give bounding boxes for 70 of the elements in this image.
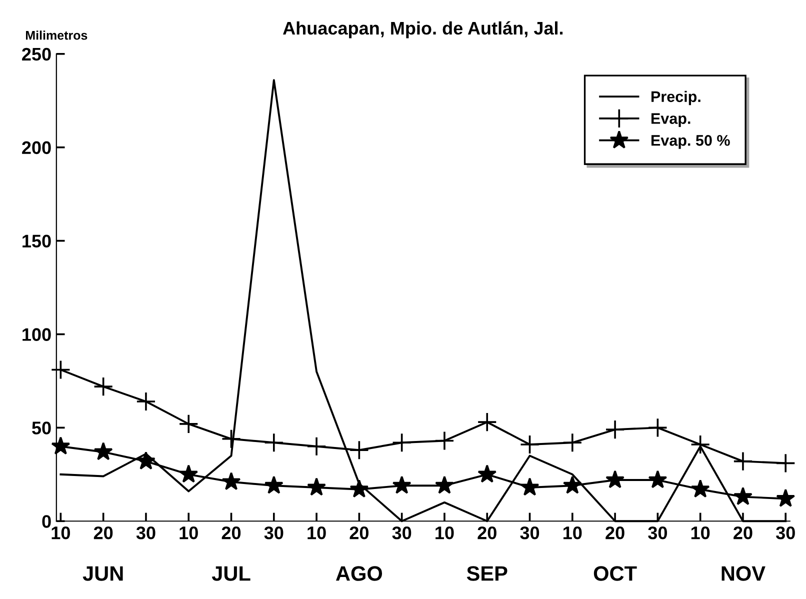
point bbox=[222, 472, 241, 490]
point bbox=[349, 440, 370, 460]
y-tick-label: 150 bbox=[22, 234, 51, 248]
x-tick-label: 20 bbox=[734, 526, 752, 540]
point bbox=[776, 453, 796, 474]
point bbox=[93, 376, 114, 397]
x-tick-label: 10 bbox=[52, 526, 70, 540]
y-axis-title: Milimetros bbox=[26, 30, 88, 40]
point bbox=[562, 476, 582, 494]
x-tick-label: 10 bbox=[308, 526, 326, 540]
point bbox=[392, 432, 412, 453]
point bbox=[520, 478, 540, 496]
point bbox=[434, 476, 454, 494]
y-tick-label: 250 bbox=[22, 48, 51, 61]
point bbox=[306, 436, 326, 456]
point bbox=[477, 412, 498, 432]
y-tick-label: 0 bbox=[42, 515, 51, 528]
point bbox=[221, 428, 242, 449]
point bbox=[776, 488, 796, 507]
x-tick-label: 30 bbox=[776, 526, 795, 540]
point bbox=[179, 464, 198, 483]
point bbox=[690, 479, 710, 498]
y-tick-label: 100 bbox=[22, 328, 51, 341]
point bbox=[690, 434, 710, 454]
legend-label: Precip. bbox=[651, 90, 700, 106]
x-tick-label: 30 bbox=[136, 526, 156, 540]
text: OCT bbox=[594, 566, 637, 581]
x-tick-label: 20 bbox=[350, 526, 368, 540]
x-tick-label: 10 bbox=[436, 526, 454, 540]
point bbox=[51, 436, 70, 455]
x-tick-label: 30 bbox=[392, 526, 412, 540]
legend-label: Evap. 50 % bbox=[651, 135, 730, 149]
y-tick-label: 200 bbox=[22, 141, 51, 154]
x-tick-label: 20 bbox=[94, 526, 113, 540]
point bbox=[50, 360, 71, 380]
point bbox=[520, 434, 540, 454]
text: NOV bbox=[722, 566, 766, 581]
x-tick-label: 20 bbox=[222, 526, 241, 540]
point bbox=[350, 479, 369, 498]
point bbox=[434, 430, 454, 451]
legend-label: Evap. bbox=[651, 113, 690, 127]
point bbox=[264, 432, 284, 453]
x-tick-label: 20 bbox=[478, 526, 496, 540]
point bbox=[178, 414, 199, 434]
point bbox=[648, 418, 668, 438]
text: AGO bbox=[336, 566, 382, 581]
x-tick-label: 30 bbox=[648, 526, 667, 540]
x-tick-label: 10 bbox=[691, 526, 710, 540]
point bbox=[605, 420, 625, 440]
point bbox=[94, 442, 113, 460]
y-tick-label: 50 bbox=[32, 422, 51, 434]
x-tick-label: 20 bbox=[606, 526, 624, 540]
point bbox=[606, 470, 625, 488]
point bbox=[733, 486, 752, 506]
point bbox=[392, 476, 412, 494]
point bbox=[307, 478, 326, 496]
point bbox=[648, 470, 668, 488]
x-tick-label: 30 bbox=[520, 526, 540, 540]
point bbox=[136, 392, 156, 412]
point bbox=[733, 451, 753, 472]
text: JUN bbox=[82, 566, 123, 581]
point bbox=[562, 432, 582, 453]
chart-title: Ahuacapan, Mpio. de Autlán, Jal. bbox=[282, 21, 563, 38]
x-tick-label: 10 bbox=[180, 526, 198, 540]
text: SEP bbox=[466, 566, 508, 581]
point bbox=[264, 476, 284, 494]
text: JUL bbox=[212, 566, 250, 581]
x-tick-label: 10 bbox=[563, 526, 582, 540]
x-tick-label: 30 bbox=[264, 526, 284, 540]
point bbox=[478, 464, 497, 483]
